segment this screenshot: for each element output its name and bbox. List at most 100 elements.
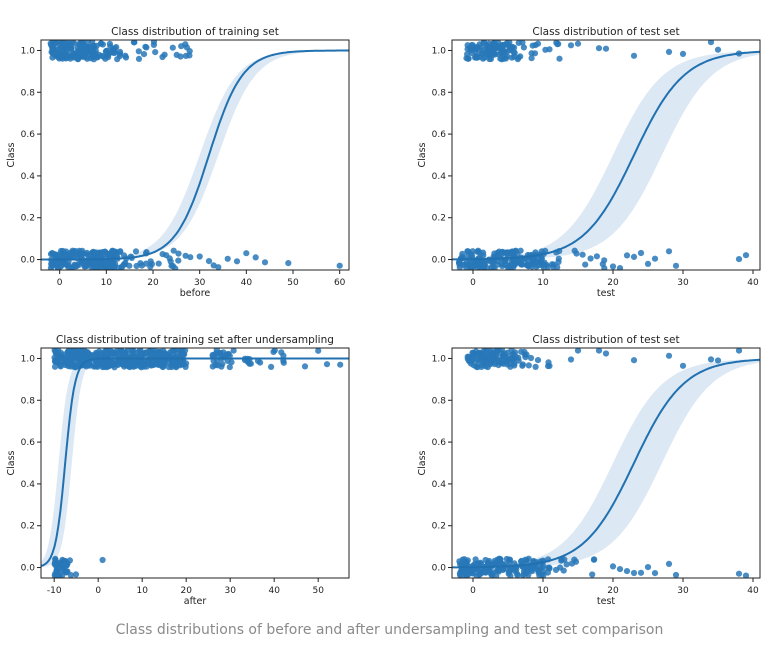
x-tick-label: 60 — [334, 278, 346, 288]
confidence-band — [41, 50, 349, 260]
x-tick-label: 50 — [312, 586, 324, 596]
data-point-class-0 — [540, 571, 547, 578]
data-point-class-0 — [672, 571, 680, 578]
data-point-class-1 — [323, 361, 331, 368]
data-point-class-1 — [178, 361, 185, 368]
data-point-class-1 — [499, 42, 506, 49]
data-point-class-1 — [177, 53, 184, 60]
data-point-class-1 — [54, 355, 61, 362]
data-point-class-1 — [152, 351, 159, 358]
data-point-class-1 — [152, 49, 159, 56]
data-point-class-1 — [71, 40, 78, 47]
x-tick-label: -10 — [47, 586, 62, 596]
data-point-class-0 — [132, 248, 140, 255]
data-point-class-0 — [47, 251, 55, 258]
chart-panel-1: 0 10 20 30 40 50 60 0.0 0.2 0.4 0.6 0.8 1.0 Class dis… — [6, 26, 350, 299]
data-point-class-1 — [183, 360, 190, 367]
data-point-class-0 — [468, 261, 475, 268]
data-point-class-0 — [593, 253, 601, 260]
data-point-class-0 — [536, 256, 543, 263]
data-point-class-1 — [602, 45, 610, 52]
data-point-class-1 — [143, 363, 150, 370]
data-point-class-0 — [579, 251, 586, 258]
data-point-class-0 — [530, 564, 537, 572]
data-point-class-1 — [473, 363, 480, 370]
data-point-class-0 — [59, 556, 66, 564]
data-point-class-1 — [529, 42, 536, 49]
data-point-class-0 — [187, 254, 194, 261]
y-tick-label: 1.0 — [21, 354, 36, 364]
data-point-class-1 — [56, 41, 63, 48]
data-point-class-1 — [111, 48, 119, 55]
data-point-class-1 — [86, 353, 93, 360]
x-tick-label: 10 — [101, 278, 113, 288]
data-point-class-0 — [546, 564, 553, 571]
axes-frame — [40, 39, 350, 271]
data-point-class-0 — [215, 264, 222, 270]
data-point-class-1 — [474, 43, 481, 51]
data-point-class-0 — [490, 264, 497, 270]
x-axis-label: test — [597, 288, 616, 299]
data-point-class-1 — [485, 40, 493, 47]
figure-caption: Class distributions of before and after … — [115, 622, 664, 638]
chart-title: Class distribution of training set after… — [56, 334, 334, 346]
data-point-class-1 — [574, 40, 582, 47]
data-point-class-1 — [490, 50, 497, 57]
data-point-class-1 — [465, 55, 472, 62]
data-point-class-0 — [336, 262, 343, 269]
x-tick-label: 10 — [537, 586, 549, 596]
data-point-class-0 — [651, 255, 659, 262]
data-point-class-1 — [135, 48, 142, 55]
data-point-class-1 — [218, 363, 225, 370]
plot-area — [452, 40, 760, 270]
data-point-class-1 — [104, 348, 111, 355]
data-point-class-0 — [459, 556, 466, 563]
data-point-class-1 — [270, 348, 277, 355]
y-axis-label: Class — [6, 142, 17, 167]
x-tick-label: 40 — [241, 278, 253, 288]
x-tick-label: 30 — [677, 278, 689, 288]
data-point-class-1 — [98, 40, 105, 47]
data-points — [455, 40, 750, 270]
data-point-class-1 — [78, 349, 85, 356]
x-axis-label: after — [184, 596, 207, 607]
data-point-class-0 — [233, 258, 241, 265]
data-point-class-0 — [196, 253, 203, 260]
data-point-class-0 — [143, 260, 150, 267]
x-tick-label: 0 — [95, 586, 101, 596]
data-point-class-1 — [707, 40, 715, 46]
data-point-class-1 — [487, 348, 494, 354]
data-point-class-1 — [482, 50, 489, 57]
data-point-class-1 — [492, 44, 499, 51]
data-point-class-1 — [595, 45, 603, 52]
data-point-class-0 — [205, 258, 213, 265]
data-point-class-1 — [315, 348, 322, 354]
data-point-class-0 — [742, 572, 750, 578]
data-point-class-0 — [463, 265, 470, 270]
data-point-class-1 — [542, 46, 549, 53]
data-point-class-0 — [518, 558, 525, 565]
data-point-class-1 — [94, 54, 101, 61]
data-point-class-1 — [534, 357, 542, 364]
data-point-class-1 — [556, 55, 563, 62]
x-tick-label: 10 — [537, 278, 549, 288]
data-point-class-0 — [540, 562, 547, 570]
data-point-class-1 — [555, 40, 562, 48]
chart-title: Class distribution of test set — [532, 334, 679, 346]
data-point-class-0 — [541, 259, 548, 266]
data-point-class-0 — [159, 251, 166, 258]
y-axis-label: Class — [417, 142, 428, 167]
data-point-class-1 — [497, 55, 504, 62]
data-point-class-1 — [493, 353, 500, 360]
data-point-class-1 — [57, 362, 64, 369]
data-point-class-0 — [170, 247, 177, 254]
data-point-class-1 — [532, 363, 539, 370]
data-point-class-0 — [616, 566, 624, 573]
x-tick-label: 20 — [607, 278, 619, 288]
y-tick-label: 1.0 — [432, 46, 447, 56]
data-point-class-1 — [228, 359, 235, 366]
data-point-class-0 — [609, 263, 617, 270]
data-point-class-1 — [140, 51, 148, 58]
data-point-class-1 — [630, 52, 638, 59]
